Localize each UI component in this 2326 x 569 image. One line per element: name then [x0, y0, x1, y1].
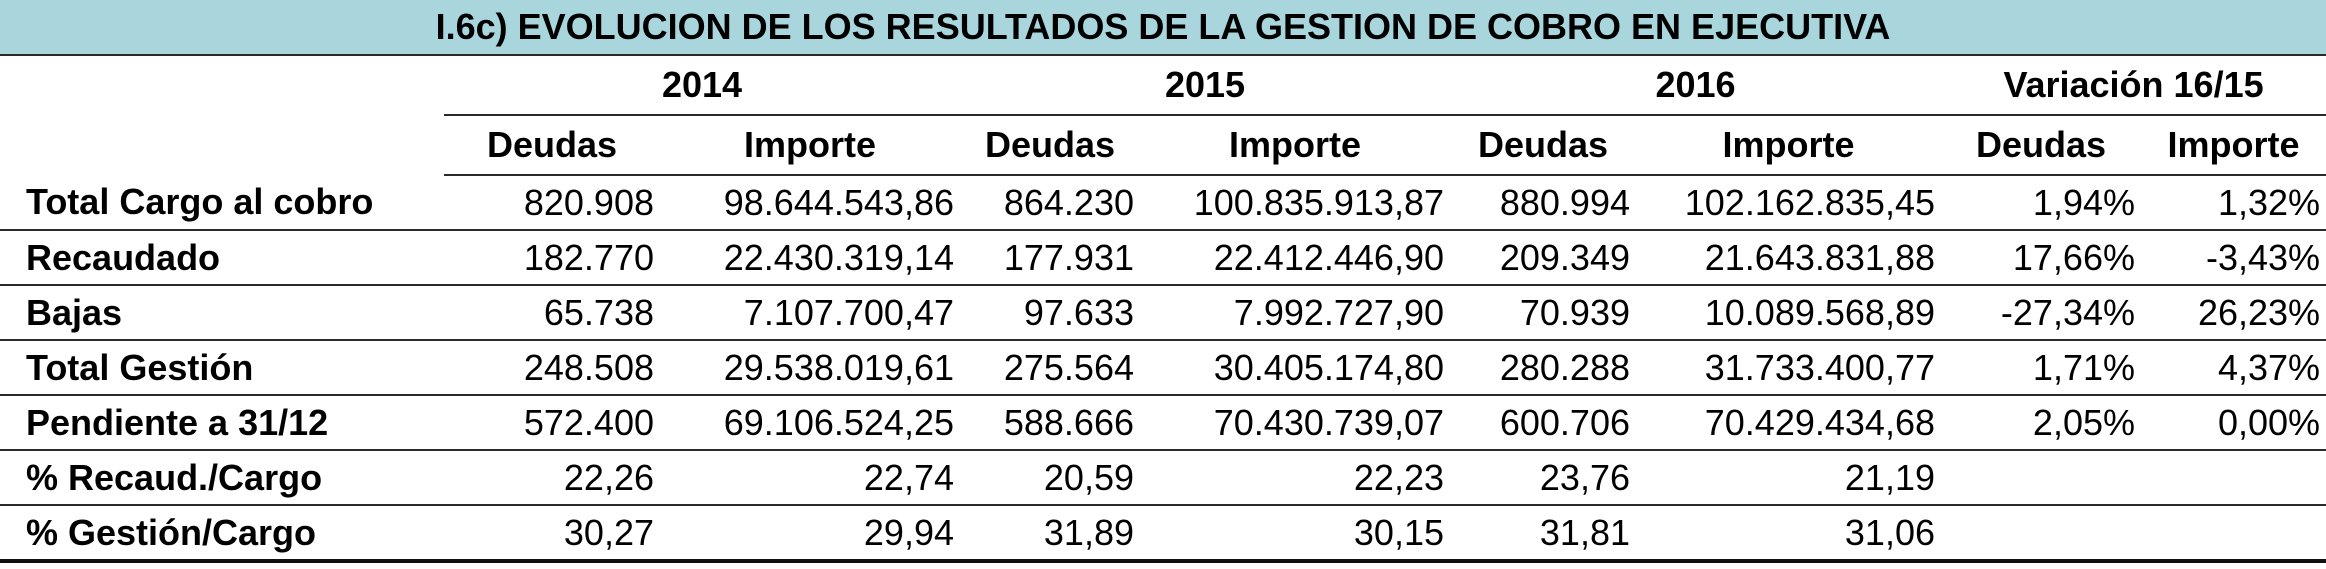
table-cell: 275.564 — [960, 340, 1140, 396]
table-cell: 880.994 — [1450, 175, 1636, 231]
sub-header-importe: Importe — [660, 115, 960, 176]
year-header-row: 2014 2015 2016 Variación 16/15 — [0, 55, 2326, 116]
table-cell: 4,37% — [2141, 340, 2326, 396]
table-cell: 70.430.739,07 — [1140, 395, 1450, 451]
table-cell — [1941, 505, 2141, 563]
table-cell: 31.733.400,77 — [1636, 340, 1941, 396]
table-cell: 182.770 — [444, 230, 660, 286]
year-header-2016: 2016 — [1450, 55, 1941, 116]
table-cell: 7.992.727,90 — [1140, 285, 1450, 341]
table-cell: 17,66% — [1941, 230, 2141, 286]
table-row: Total Gestión 248.508 29.538.019,61 275.564… — [0, 340, 2326, 396]
row-label: % Recaud./Cargo — [0, 450, 444, 506]
table-cell — [1941, 450, 2141, 506]
table-row: Bajas 65.738 7.107.700,47 97.633 7.992.727,9… — [0, 285, 2326, 341]
table-cell: 31,89 — [960, 505, 1140, 563]
sub-header-importe: Importe — [1140, 115, 1450, 176]
table-cell: 1,94% — [1941, 175, 2141, 231]
table-cell: 97.633 — [960, 285, 1140, 341]
table-row: % Gestión/Cargo 30,27 29,94 31,89 30,15 31,81… — [0, 505, 2326, 563]
table-cell — [2141, 450, 2326, 506]
table-title: I.6c) EVOLUCION DE LOS RESULTADOS DE LA … — [0, 0, 2326, 56]
table-cell: 2,05% — [1941, 395, 2141, 451]
table-cell: 23,76 — [1450, 450, 1636, 506]
row-label: Recaudado — [0, 230, 444, 286]
table-row: Pendiente a 31/12 572.400 69.106.524,25 588… — [0, 395, 2326, 451]
table-cell: 22.412.446,90 — [1140, 230, 1450, 286]
table-cell: 22.430.319,14 — [660, 230, 960, 286]
table-row: Total Cargo al cobro 820.908 98.644.543,86… — [0, 175, 2326, 231]
sub-header-importe: Importe — [1636, 115, 1941, 176]
table-cell: 21,19 — [1636, 450, 1941, 506]
table-cell: 65.738 — [444, 285, 660, 341]
table-cell: 30,27 — [444, 505, 660, 563]
table-cell: 22,26 — [444, 450, 660, 506]
sub-header-deudas: Deudas — [1450, 115, 1636, 176]
table-cell: 102.162.835,45 — [1636, 175, 1941, 231]
sub-header-deudas: Deudas — [1941, 115, 2141, 176]
table-cell — [2141, 505, 2326, 563]
table-cell: 864.230 — [960, 175, 1140, 231]
table-cell: 588.666 — [960, 395, 1140, 451]
table-cell: 31,06 — [1636, 505, 1941, 563]
sub-header-row: Deudas Importe Deudas Importe Deudas Imp… — [0, 115, 2326, 176]
table-cell: 31,81 — [1450, 505, 1636, 563]
table-cell: 10.089.568,89 — [1636, 285, 1941, 341]
table-cell: 69.106.524,25 — [660, 395, 960, 451]
table-cell: 26,23% — [2141, 285, 2326, 341]
table-cell: 100.835.913,87 — [1140, 175, 1450, 231]
table-body: Total Cargo al cobro 820.908 98.644.543,86… — [0, 175, 2326, 563]
table-cell: 572.400 — [444, 395, 660, 451]
sub-header-deudas: Deudas — [960, 115, 1140, 176]
table-cell: 29.538.019,61 — [660, 340, 960, 396]
table-cell: 209.349 — [1450, 230, 1636, 286]
year-header-2014: 2014 — [444, 55, 960, 116]
table-row: Recaudado 182.770 22.430.319,14 177.931 22.4… — [0, 230, 2326, 286]
table-cell: 22,74 — [660, 450, 960, 506]
table-cell: -3,43% — [2141, 230, 2326, 286]
row-label: Total Gestión — [0, 340, 444, 396]
table-cell: 70.939 — [1450, 285, 1636, 341]
table-cell: 1,71% — [1941, 340, 2141, 396]
table-cell: 30,15 — [1140, 505, 1450, 563]
row-label: % Gestión/Cargo — [0, 505, 444, 563]
row-label: Total Cargo al cobro — [0, 175, 444, 231]
header-blank-cell — [0, 55, 444, 115]
table-cell: 600.706 — [1450, 395, 1636, 451]
title-row: I.6c) EVOLUCION DE LOS RESULTADOS DE LA … — [0, 0, 2326, 56]
table-cell: 177.931 — [960, 230, 1140, 286]
row-label: Bajas — [0, 285, 444, 341]
table-cell: 248.508 — [444, 340, 660, 396]
table-cell: 0,00% — [2141, 395, 2326, 451]
table-row: % Recaud./Cargo 22,26 22,74 20,59 22,23 23,76… — [0, 450, 2326, 506]
table-cell: 70.429.434,68 — [1636, 395, 1941, 451]
table-cell: 98.644.543,86 — [660, 175, 960, 231]
table-cell: 820.908 — [444, 175, 660, 231]
table-cell: -27,34% — [1941, 285, 2141, 341]
table-cell: 21.643.831,88 — [1636, 230, 1941, 286]
year-header-variation: Variación 16/15 — [1941, 55, 2326, 116]
sub-header-deudas: Deudas — [444, 115, 660, 176]
row-label: Pendiente a 31/12 — [0, 395, 444, 451]
table-cell: 1,32% — [2141, 175, 2326, 231]
table-cell: 7.107.700,47 — [660, 285, 960, 341]
table-cell: 20,59 — [960, 450, 1140, 506]
table-cell: 30.405.174,80 — [1140, 340, 1450, 396]
sub-header-importe: Importe — [2141, 115, 2326, 176]
table-cell: 280.288 — [1450, 340, 1636, 396]
table-cell: 29,94 — [660, 505, 960, 563]
table-cell: 22,23 — [1140, 450, 1450, 506]
sub-header-blank-cell — [0, 115, 444, 175]
year-header-2015: 2015 — [960, 55, 1450, 116]
